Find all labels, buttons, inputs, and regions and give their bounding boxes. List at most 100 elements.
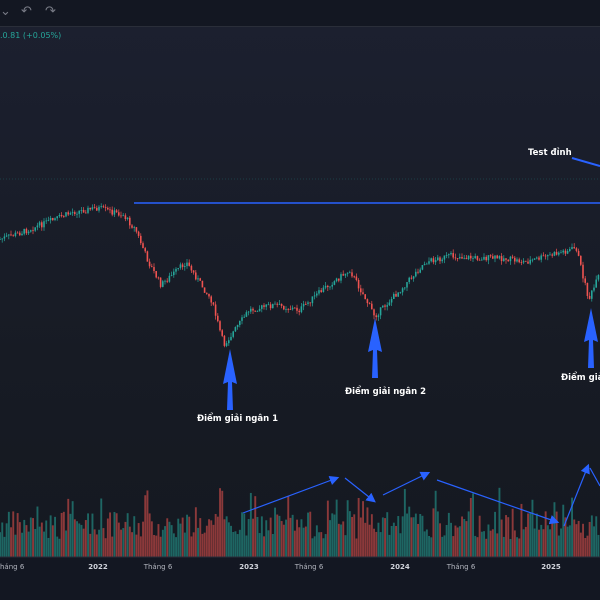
volume-bar	[146, 490, 149, 557]
volume-bar	[223, 519, 226, 557]
volume-bar	[324, 534, 327, 557]
candle	[338, 278, 340, 281]
candle	[432, 258, 435, 263]
volume-bar	[575, 524, 578, 557]
volume-bar	[164, 526, 166, 557]
candle	[170, 275, 173, 276]
candle	[474, 256, 476, 259]
volume-bar	[491, 529, 494, 557]
volume-bar	[47, 537, 50, 557]
volume-bar	[38, 526, 41, 557]
candle	[192, 270, 195, 273]
undo-icon[interactable]: ↶	[21, 4, 32, 19]
volume-bar	[104, 538, 107, 557]
candle	[76, 213, 78, 215]
candle	[32, 230, 34, 231]
candle	[236, 325, 239, 328]
candle	[547, 255, 549, 257]
candle	[459, 257, 461, 259]
volume-bar	[445, 525, 448, 557]
candle	[417, 271, 419, 273]
candle	[74, 212, 76, 215]
candle	[366, 299, 369, 304]
candle	[441, 259, 443, 262]
candle	[102, 206, 105, 208]
volume-bar	[595, 516, 598, 557]
volume-bar	[337, 523, 340, 557]
volume-bar	[485, 538, 488, 557]
volume-bar	[403, 488, 406, 557]
volume-bar	[192, 532, 195, 557]
candle	[173, 271, 175, 276]
volume-bar	[333, 514, 336, 557]
candle	[278, 303, 281, 305]
candle	[494, 255, 496, 259]
volume-bar	[538, 529, 540, 557]
volume-bar	[322, 538, 325, 557]
candle	[349, 272, 351, 274]
volume-bar	[489, 530, 492, 557]
candle	[397, 292, 399, 297]
candle	[181, 264, 184, 267]
volume-bar	[562, 504, 565, 557]
candle	[168, 275, 171, 282]
volume-bar	[54, 516, 56, 557]
volume-bar	[346, 500, 349, 557]
volume-bar	[60, 512, 63, 557]
volume-bar	[293, 530, 296, 557]
candle	[206, 292, 208, 294]
volume-bar	[58, 538, 61, 557]
candle	[250, 308, 252, 312]
volume-bar	[597, 534, 600, 557]
volume-bar	[65, 530, 67, 557]
candle	[78, 210, 80, 214]
candle	[115, 210, 118, 213]
volume-bar	[230, 525, 232, 557]
candle	[104, 207, 107, 208]
candle	[107, 207, 109, 210]
volume-bar	[414, 513, 417, 557]
candle	[247, 311, 250, 313]
candle	[305, 303, 307, 305]
candle	[434, 260, 437, 263]
candle	[331, 284, 333, 287]
candle	[0, 239, 1, 240]
candle	[569, 249, 571, 251]
candle	[166, 280, 168, 282]
volume-bar	[377, 522, 380, 557]
volume-bar	[553, 502, 556, 557]
candle	[100, 206, 102, 208]
candle	[12, 235, 14, 237]
volume-bar	[560, 528, 562, 557]
candle	[461, 257, 463, 259]
volume-bar	[357, 497, 360, 557]
candle	[230, 336, 232, 341]
volume-bar	[280, 521, 283, 557]
candle	[355, 276, 358, 280]
chevron-down-icon[interactable]: ⌄	[0, 4, 11, 19]
redo-icon[interactable]: ↷	[45, 4, 56, 19]
candle	[593, 287, 595, 291]
volume-bar	[586, 535, 589, 557]
volume-bar	[498, 487, 501, 557]
candle	[342, 274, 344, 276]
volume-bar	[183, 532, 186, 557]
volume-bar	[150, 521, 153, 557]
candle	[38, 222, 41, 226]
candle	[10, 234, 12, 236]
volume-bar	[27, 531, 30, 557]
volume-bar	[287, 496, 290, 557]
volume-trend-arrow	[563, 463, 590, 527]
candles-layer	[0, 203, 600, 348]
volume-bar	[212, 524, 215, 557]
candle	[111, 209, 113, 215]
candle	[221, 330, 223, 336]
candle	[241, 317, 243, 321]
volume-bar	[166, 518, 169, 557]
candle	[318, 290, 320, 294]
candle	[329, 286, 331, 288]
candle	[316, 293, 318, 296]
candle	[595, 279, 597, 288]
candle	[544, 255, 547, 257]
